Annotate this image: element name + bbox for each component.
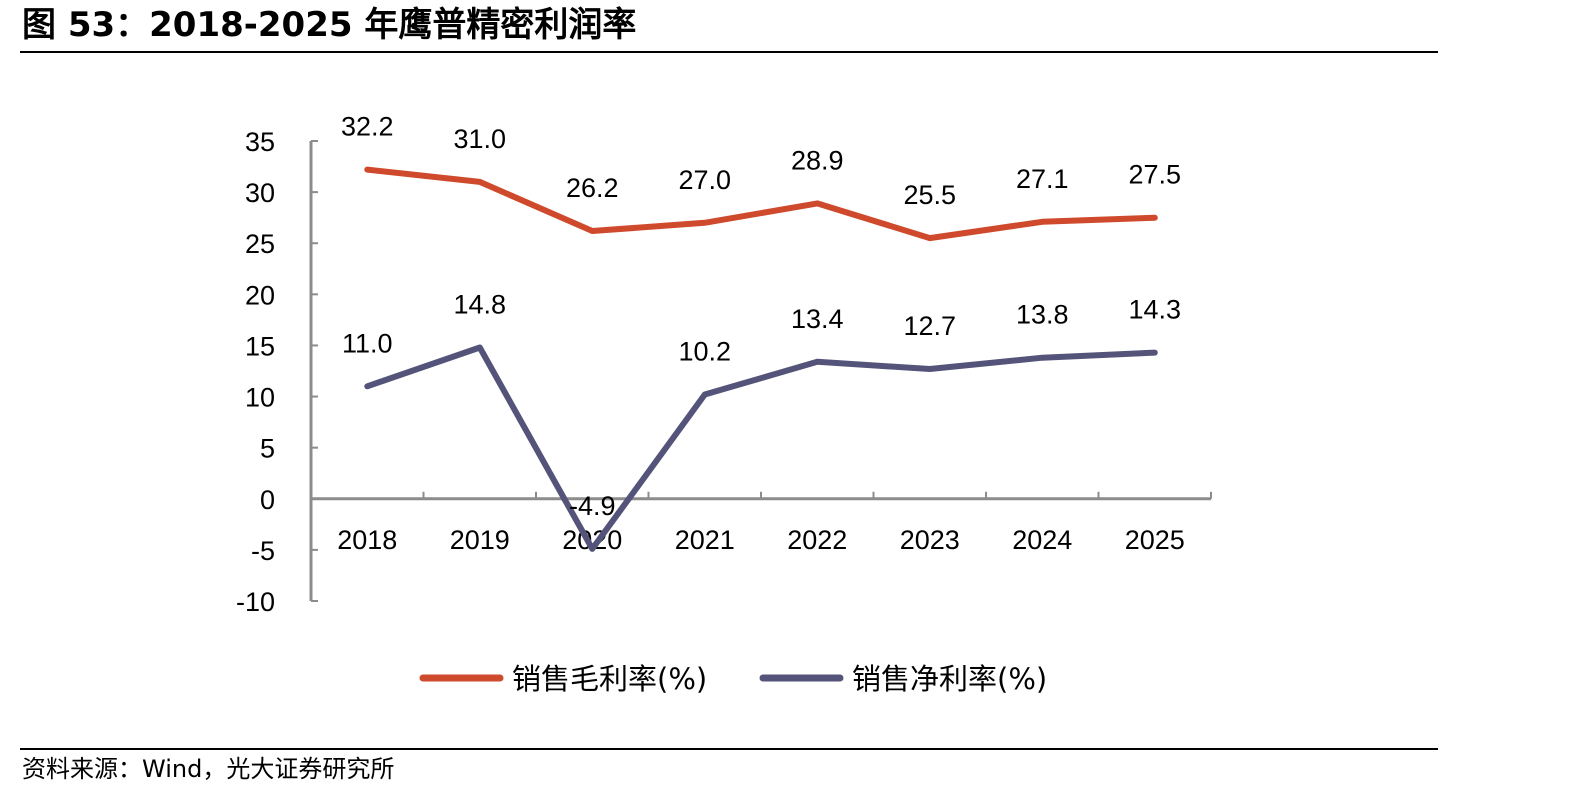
y-tick-label: -5 (251, 536, 275, 566)
y-tick-label: 30 (245, 178, 275, 208)
y-tick-label: 5 (260, 434, 275, 464)
data-label: 13.8 (1016, 300, 1069, 330)
y-tick-label: 0 (260, 485, 275, 515)
data-label: 26.2 (566, 173, 619, 203)
y-tick-label: 10 (245, 383, 275, 413)
data-label: 14.3 (1128, 295, 1181, 325)
y-tick-label: 20 (245, 280, 275, 310)
x-tick-label: 2021 (675, 525, 735, 555)
legend-label-2: 销售净利率(%) (852, 662, 1047, 696)
x-tick-label: 2025 (1125, 525, 1185, 555)
x-tick-label: 2022 (787, 525, 847, 555)
footer-divider (20, 748, 1438, 750)
x-tick-label: 2024 (1012, 525, 1072, 555)
y-tick-label: 15 (245, 331, 275, 361)
data-label: 31.0 (453, 124, 506, 154)
data-label: 12.7 (903, 311, 956, 341)
page-title: 图 53：2018-2025 年鹰普精密利润率 (22, 5, 637, 45)
data-label: 11.0 (342, 328, 393, 358)
chart-axes (309, 140, 1212, 602)
data-label: 13.4 (791, 304, 844, 334)
data-labels: 32.2 31.0 26.2 27.0 28.9 25.5 27.1 27.5 11.0 14.8… (341, 112, 1181, 521)
x-tick-labels: 2018 2019 2020 2021 2022 2023 2024 2025 (337, 525, 1185, 555)
data-label: 27.1 (1016, 164, 1069, 194)
chart-legend: 销售毛利率(%) 销售净利率(%) (419, 662, 1047, 696)
source-note: 资料来源：Wind，光大证券研究所 (22, 755, 395, 783)
series-lines (364, 166, 1158, 552)
legend-label-1: 销售毛利率(%) (512, 662, 707, 696)
data-label: 10.2 (678, 337, 731, 367)
data-label: 28.9 (791, 145, 844, 175)
data-label: 25.5 (903, 180, 956, 210)
y-tick-labels: 35 30 25 20 15 10 5 0 -5 -10 (236, 127, 275, 617)
x-tick-label: 2023 (900, 525, 960, 555)
title-divider (20, 51, 1438, 53)
series-line-2 (364, 344, 1158, 552)
data-label: -4.9 (569, 491, 616, 521)
data-label: 27.0 (678, 165, 731, 195)
data-label: 14.8 (453, 289, 506, 319)
series-line-1 (364, 166, 1158, 242)
x-tick-label: 2019 (450, 525, 510, 555)
x-tick-label: 2018 (337, 525, 397, 555)
y-tick-label: -10 (236, 587, 275, 617)
data-label: 32.2 (341, 112, 394, 142)
y-tick-label: 35 (245, 127, 275, 157)
data-label: 27.5 (1128, 160, 1181, 190)
y-tick-label: 25 (245, 229, 275, 259)
